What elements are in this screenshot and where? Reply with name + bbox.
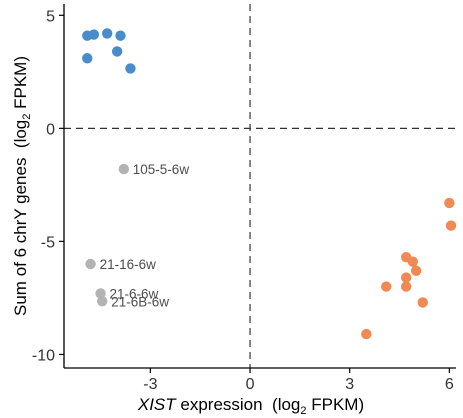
y-axis-title-tail: FPKM) [11, 56, 30, 114]
data-point-series3-3 [95, 288, 106, 299]
x-tick-label-3: 3 [345, 376, 354, 393]
data-points [82, 28, 457, 340]
data-point-series2-10 [361, 328, 372, 340]
x-axis-title-subscript: 2 [300, 405, 306, 417]
axes [59, 4, 456, 373]
data-point-series1-2 [88, 29, 100, 40]
data-point-series3-1 [118, 163, 129, 175]
data-point-series3-2 [85, 258, 96, 270]
y-axis-title-subscript: 2 [21, 114, 33, 120]
data-point-series2-7 [400, 281, 412, 292]
data-point-series2-5 [410, 265, 422, 276]
x-axis-title: XIST expression (log2 FPKM) [137, 395, 364, 417]
y-tick-label--5: -5 [41, 234, 55, 251]
reference-lines [64, 4, 456, 368]
data-point-series2-9 [417, 297, 428, 308]
point-label-105-5-6w: 105-5-6w [133, 162, 190, 177]
y-tick-label--10: -10 [32, 347, 55, 364]
x-tick-label--3: -3 [143, 376, 157, 393]
x-axis-title-text: expression (log [176, 395, 301, 414]
point-label-21-16-6w: 21-16-6w [100, 257, 157, 272]
x-axis-title-italic: XIST [137, 395, 177, 414]
data-point-series1-4 [115, 30, 126, 41]
point-label-21-6B-6w: 21-6B-6w [111, 294, 169, 309]
y-tick-label-5: 5 [46, 8, 55, 25]
data-point-series2-1 [444, 197, 455, 209]
y-axis-title-text: Sum of 6 chrY genes (log [11, 120, 30, 316]
x-tick-label-6: 6 [445, 376, 454, 393]
y-tick-label-0: 0 [46, 121, 55, 138]
data-point-series1-5 [111, 46, 123, 57]
data-point-series2-2 [445, 220, 457, 231]
data-point-series3-4 [97, 296, 108, 307]
data-point-series2-8 [381, 281, 392, 292]
point-label-21-6-6w: 21-6-6w [110, 286, 159, 301]
y-axis-title: Sum of 6 chrY genes (log2 FPKM) [11, 56, 33, 316]
data-point-series2-6 [400, 272, 412, 283]
x-tick-label-0: 0 [246, 376, 255, 393]
tick-labels: -3 0 3 6 5 0 -5 -10 [32, 8, 454, 393]
data-point-series1-3 [101, 28, 113, 39]
data-point-series1-6 [82, 53, 93, 64]
x-axis-title-tail: FPKM) [307, 395, 365, 414]
data-point-series2-4 [407, 256, 419, 267]
data-point-series1-7 [125, 63, 136, 74]
